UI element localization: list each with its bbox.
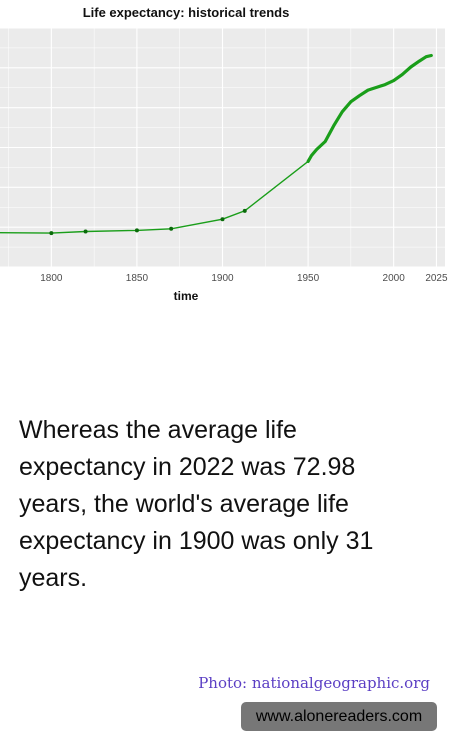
- x-tick-label-1800: 1800: [40, 273, 63, 284]
- data-point-1800: [49, 231, 54, 236]
- data-point-1913: [242, 208, 247, 213]
- x-tick-labels: 1800 1850 1900 1950 2000 2025: [40, 273, 448, 284]
- photo-credit: Photo: nationalgeographic.org: [198, 674, 430, 692]
- line-layer: [0, 53, 433, 234]
- caption-text: Whereas the average life expectancy in 2…: [19, 416, 374, 592]
- x-tick-label-1900: 1900: [211, 273, 234, 284]
- chart-title: Life expectancy: historical trends: [83, 5, 290, 20]
- life-expectancy-chart: 1800 1850 1900 1950 2000 2025 Life expectancy…: [0, 5, 448, 303]
- data-point-1820: [83, 229, 88, 234]
- site-badge[interactable]: www.alonereaders.com: [241, 702, 437, 731]
- data-point-1900: [220, 217, 225, 222]
- x-tick-label-1850: 1850: [126, 273, 149, 284]
- series-line-dense: [306, 53, 433, 163]
- marker-layer: [49, 208, 247, 236]
- x-tick-label-2025: 2025: [425, 273, 448, 284]
- x-axis-title: time: [174, 289, 199, 303]
- data-point-1870: [169, 226, 174, 231]
- x-tick-label-2000: 2000: [383, 273, 406, 284]
- grid: [0, 27, 445, 268]
- x-tick-label-1950: 1950: [297, 273, 320, 284]
- data-point-1850: [134, 228, 139, 233]
